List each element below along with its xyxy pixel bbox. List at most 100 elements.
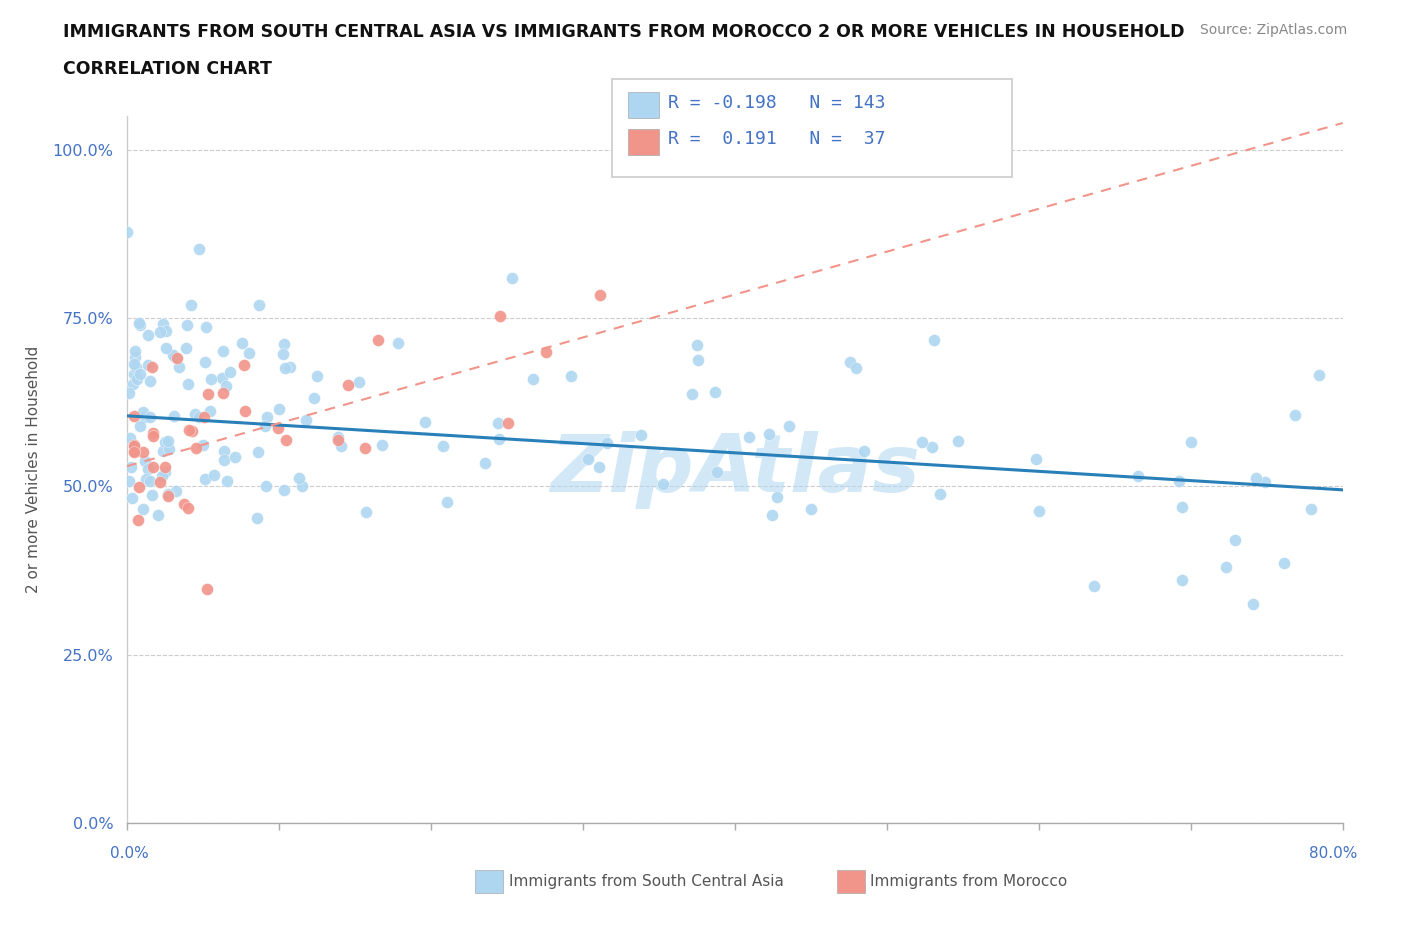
Text: ZipAtlas: ZipAtlas [550,431,920,509]
Point [1028,503,1050,518]
Point [122,367,145,382]
Point [149,325,172,339]
Point [305,368,328,383]
Point [153,460,176,475]
Point [202,468,225,483]
Point [180,298,202,312]
Point [141,360,163,375]
Point [704,385,727,400]
Point [273,337,295,352]
Point [155,340,177,355]
Point [118,473,141,488]
Text: 80.0%: 80.0% [1309,846,1357,861]
Point [596,436,619,451]
Point [166,351,188,365]
Point [127,513,149,528]
Point [200,372,222,387]
Point [1272,555,1295,570]
Point [180,423,202,438]
Point [295,413,318,428]
Point [211,370,233,385]
Point [176,500,198,515]
Point [131,501,153,516]
Point [163,408,186,423]
Point [176,317,198,332]
Point [124,350,146,365]
Point [211,386,233,401]
Point [845,360,868,375]
Point [120,431,142,445]
Point [129,366,152,381]
Text: Source: ZipAtlas.com: Source: ZipAtlas.com [1199,23,1347,37]
Point [488,309,510,324]
Point [946,434,969,449]
Point [156,488,179,503]
Point [267,402,290,417]
Text: R =  0.191   N =  37: R = 0.191 N = 37 [668,130,886,149]
Point [142,459,165,474]
Point [165,349,187,364]
Text: IMMIGRANTS FROM SOUTH CENTRAL ASIA VS IMMIGRANTS FROM MOROCCO 2 OR MORE VEHICLES: IMMIGRANTS FROM SOUTH CENTRAL ASIA VS IM… [63,23,1185,41]
Point [233,357,256,372]
Point [766,489,789,504]
Point [122,438,145,453]
Point [686,352,709,367]
Y-axis label: 2 or more Vehicles in Household: 2 or more Vehicles in Household [27,346,41,593]
Point [1180,435,1202,450]
Point [273,483,295,498]
Point [148,507,170,522]
Point [256,410,278,425]
Point [139,474,162,489]
Point [231,335,253,350]
Point [522,372,544,387]
Point [128,316,150,331]
Point [534,344,557,359]
Point [329,439,352,454]
Point [432,438,454,453]
Point [1025,452,1047,467]
Point [347,375,370,390]
Point [758,426,780,441]
Point [129,317,152,332]
Point [922,333,945,348]
Point [121,459,143,474]
Point [174,340,197,355]
Point [188,409,211,424]
Point [157,434,180,449]
Point [371,437,394,452]
Point [254,479,277,494]
Point [122,409,145,424]
Point [152,444,174,458]
Point [706,465,728,480]
Point [246,511,269,525]
Point [122,377,145,392]
Point [149,474,172,489]
Point [738,430,761,445]
Point [193,410,215,425]
Point [155,324,177,339]
Point [496,416,519,431]
Point [501,271,523,286]
Point [153,465,176,480]
Point [304,391,326,405]
Point [194,320,217,335]
Point [336,378,359,392]
Point [214,453,236,468]
Point [1128,469,1150,484]
Point [1170,499,1192,514]
Point [157,487,180,502]
Point [929,487,952,502]
Point [761,507,783,522]
Point [921,439,943,454]
Point [127,372,149,387]
Point [911,434,934,449]
Text: R = -0.198   N = 143: R = -0.198 N = 143 [668,94,886,113]
Point [436,495,458,510]
Point [1083,578,1105,593]
Point [246,445,269,459]
Point [238,345,260,360]
Point [188,242,211,257]
Point [852,444,875,458]
Point [800,501,823,516]
Point [139,374,162,389]
